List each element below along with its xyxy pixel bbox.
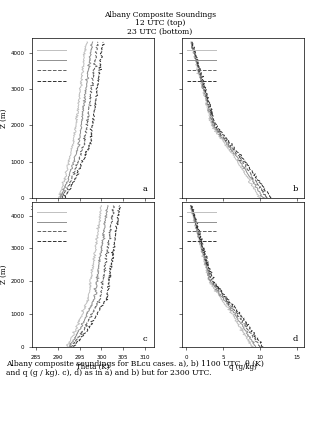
Text: 12 UTC (top): 12 UTC (top)	[135, 19, 185, 27]
Text: b: b	[292, 185, 298, 193]
Y-axis label: Z (m): Z (m)	[0, 265, 8, 285]
Text: Albany composite soundings for BLcu cases. a), b) 1100 UTC  θ (K)
and q (g / kg): Albany composite soundings for BLcu case…	[6, 360, 264, 377]
Text: 23 UTC (bottom): 23 UTC (bottom)	[127, 28, 193, 36]
Text: d: d	[292, 335, 298, 343]
X-axis label: q (g/kg): q (g/kg)	[229, 363, 257, 371]
Text: Albany Composite Soundings: Albany Composite Soundings	[104, 11, 216, 19]
X-axis label: Theta (K): Theta (K)	[76, 213, 109, 222]
Text: c: c	[143, 335, 148, 343]
Text: a: a	[143, 185, 148, 193]
Y-axis label: Z (m): Z (m)	[0, 109, 8, 128]
X-axis label: q (g/kg): q (g/kg)	[229, 213, 257, 222]
X-axis label: Theta (K): Theta (K)	[76, 363, 109, 371]
